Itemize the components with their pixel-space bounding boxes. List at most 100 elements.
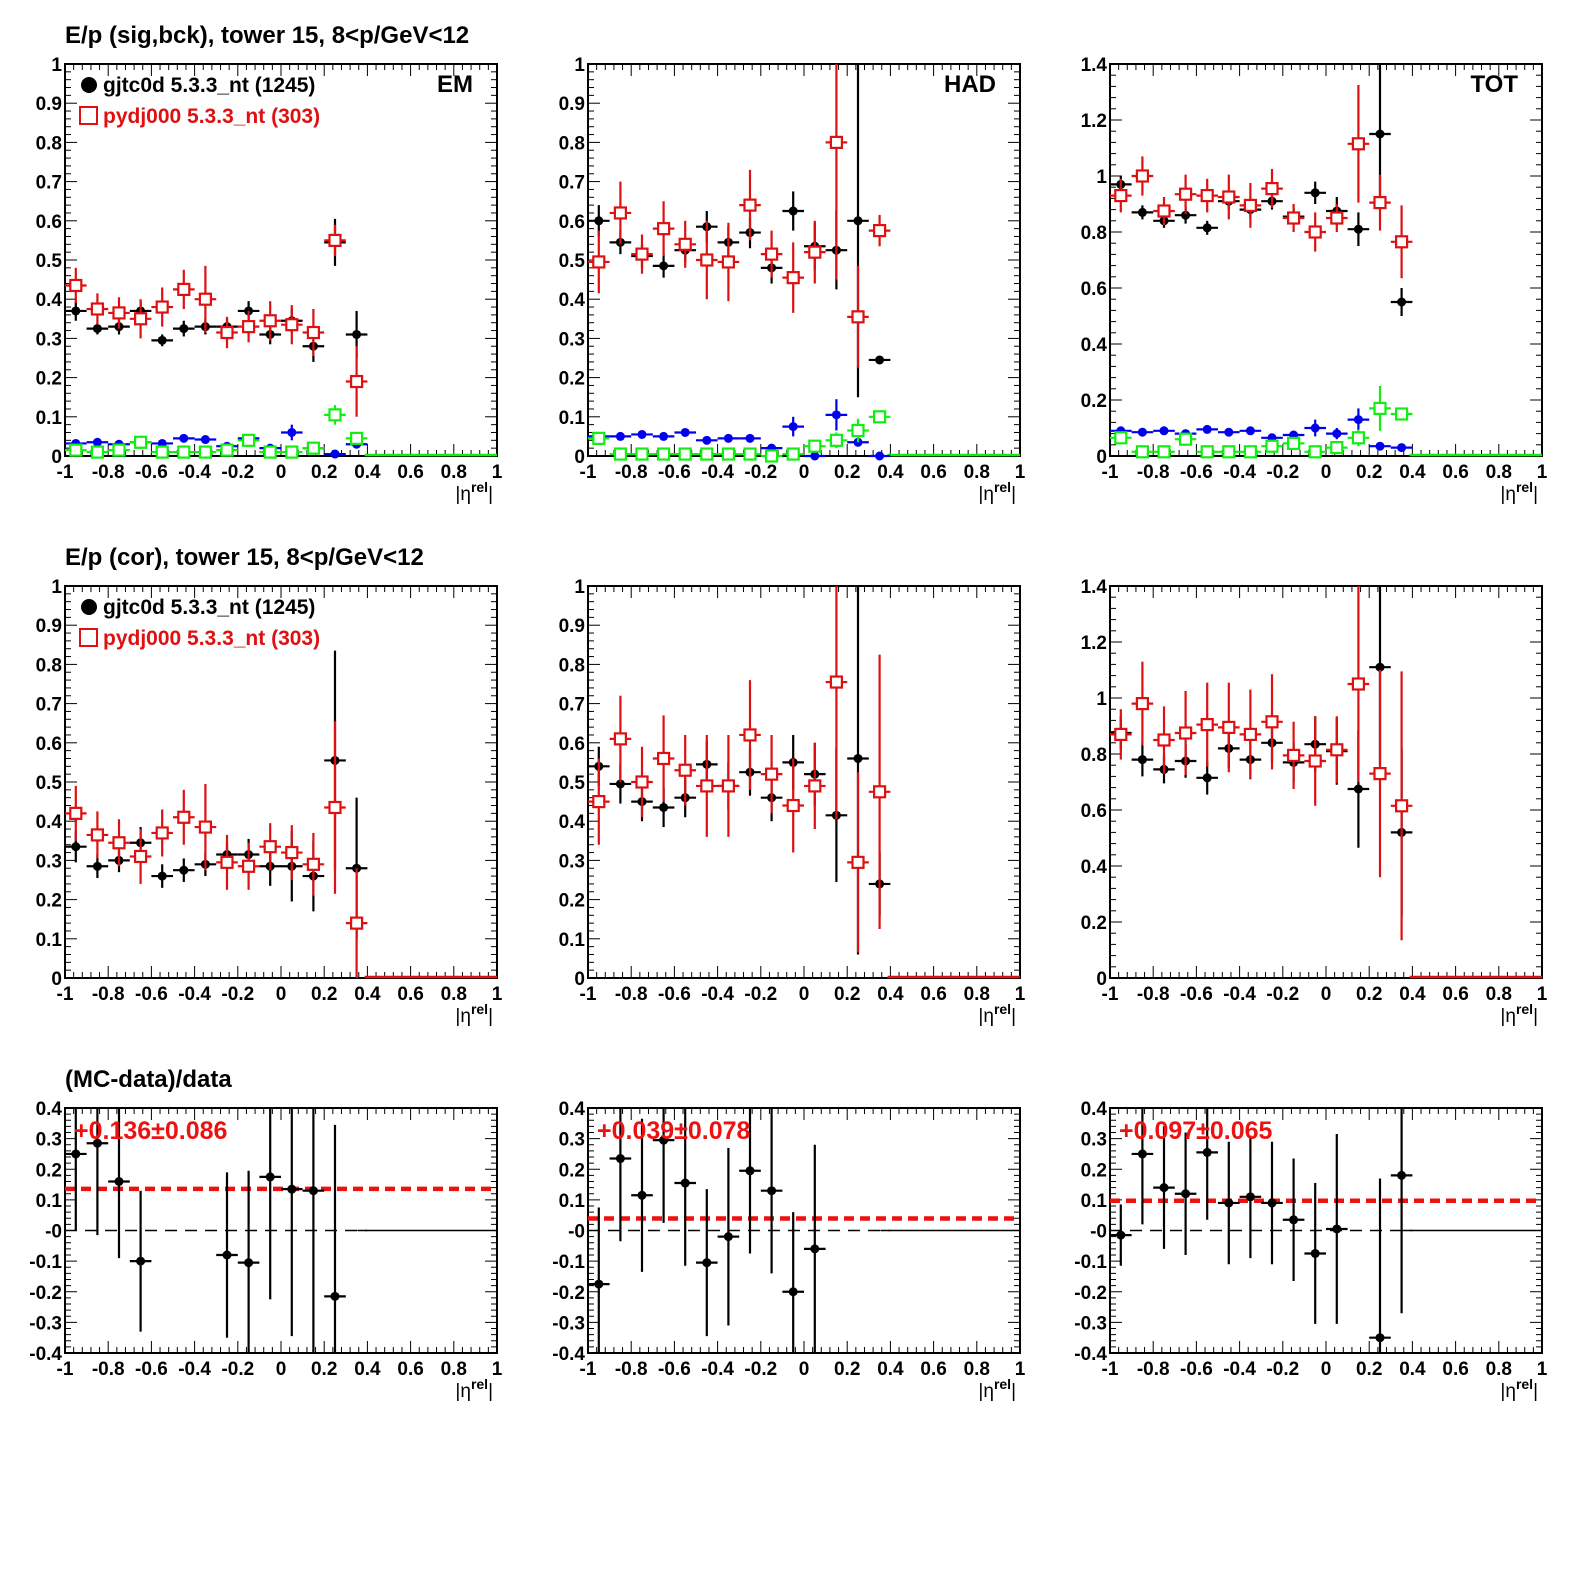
data-point xyxy=(678,447,692,461)
x-tick-label: 0.2 xyxy=(311,984,337,1005)
data-point xyxy=(177,810,191,824)
x-tick-label: 1 xyxy=(1015,462,1026,483)
y-tick-label: 0.7 xyxy=(36,695,62,716)
data-point xyxy=(592,794,606,809)
data-point xyxy=(1353,415,1363,425)
data-point xyxy=(808,779,822,793)
data-point xyxy=(1202,223,1212,233)
data-point xyxy=(1351,431,1366,445)
panel-cor-em: -1 -0.8 -0.6 -0.4 -0.2 0 0.2 0.4 0.6 0.8 1 0 0.1 0.2 0… xyxy=(36,577,503,1027)
y-tick-label: -0.2 xyxy=(552,1283,585,1304)
x-tick-label: -0.8 xyxy=(92,1359,125,1380)
x-tick-label: -0.6 xyxy=(1180,1359,1213,1380)
data-point xyxy=(1135,696,1150,711)
data-point xyxy=(1351,677,1366,691)
y-tick-label: 0.2 xyxy=(1081,1160,1107,1181)
data-point xyxy=(1222,720,1236,735)
x-tick-label: 0.2 xyxy=(834,462,860,483)
data-point xyxy=(71,842,81,852)
x-tick-label: 1 xyxy=(1537,984,1548,1005)
x-tick-label: 1 xyxy=(492,984,503,1005)
data-point xyxy=(1137,427,1147,437)
data-point xyxy=(179,433,189,443)
data-point xyxy=(328,233,342,247)
data-point xyxy=(1200,717,1214,732)
x-tick-label: -0.6 xyxy=(658,1359,691,1380)
panel-sig-had: -1 -0.8 -0.6 -0.4 -0.2 0 0.2 0.4 0.6 0.8 1 0 0.1 0.2 0… xyxy=(559,55,1026,505)
data-point xyxy=(1332,1224,1342,1234)
plot-frame xyxy=(587,63,1021,457)
x-tick-label: -0.8 xyxy=(615,462,648,483)
x-axis-label: |ηrel| xyxy=(455,479,493,505)
data-point xyxy=(220,443,234,457)
x-tick-label: 0.2 xyxy=(311,462,337,483)
y-tick-label: 1 xyxy=(51,577,62,598)
x-tick-label: 0 xyxy=(276,984,287,1005)
data-point xyxy=(198,292,212,306)
data-point xyxy=(1330,211,1344,225)
y-tick-label: 0.6 xyxy=(36,212,62,233)
x-tick-label: 0.8 xyxy=(441,462,467,483)
fit-value-label: +0.097±0.065 xyxy=(1119,1117,1273,1145)
data-point xyxy=(242,859,256,873)
data-point xyxy=(114,1177,124,1186)
data-point xyxy=(764,767,779,781)
data-point xyxy=(220,855,234,869)
data-point xyxy=(1394,799,1409,813)
x-tick-label: 1 xyxy=(492,1359,503,1380)
series-0 xyxy=(588,586,891,955)
data-point xyxy=(1265,182,1279,196)
x-tick-label: -0.4 xyxy=(701,1359,734,1380)
data-point xyxy=(764,449,779,463)
y-tick-label: -0.2 xyxy=(29,1283,62,1304)
x-tick-label: 0.6 xyxy=(1442,1359,1468,1380)
x-axis-label: |ηrel| xyxy=(1500,1001,1538,1027)
y-tick-label: 0.8 xyxy=(1081,223,1107,244)
x-tick-label: 0.8 xyxy=(1486,462,1512,483)
data-point xyxy=(1308,225,1322,239)
data-point xyxy=(829,433,844,447)
data-point xyxy=(680,1178,690,1188)
data-point xyxy=(721,779,736,793)
series-1 xyxy=(1110,586,1413,941)
y-tick-label: 0.1 xyxy=(1081,1191,1108,1212)
x-tick-label: -0.8 xyxy=(92,984,125,1005)
data-point xyxy=(1137,755,1147,765)
y-tick-label: 0.3 xyxy=(36,329,62,350)
x-tick-label: 0.4 xyxy=(354,984,381,1005)
y-tick-label: 0.1 xyxy=(36,930,63,951)
data-point xyxy=(1137,1149,1147,1159)
data-point xyxy=(1245,1192,1255,1202)
y-tick-label: 0.8 xyxy=(36,133,62,154)
x-tick-label: -0.4 xyxy=(1223,984,1256,1005)
data-point xyxy=(328,408,342,422)
data-point xyxy=(788,1287,798,1297)
x-tick-label: 0.8 xyxy=(964,1359,990,1380)
x-tick-label: 0.4 xyxy=(877,1359,904,1380)
y-tick-label: 0.4 xyxy=(36,290,63,311)
x-tick-label: -1 xyxy=(1102,462,1119,483)
x-tick-label: -0.6 xyxy=(1180,462,1213,483)
data-point xyxy=(242,320,256,334)
data-point xyxy=(1394,235,1409,249)
y-tick-label: 0.2 xyxy=(1081,391,1107,412)
y-tick-label: 0.5 xyxy=(36,773,63,794)
series-1 xyxy=(588,64,891,368)
x-tick-label: 0.8 xyxy=(441,1359,467,1380)
x-tick-label: 0.6 xyxy=(397,462,423,483)
data-point xyxy=(1224,1198,1234,1208)
y-tick-label: -0 xyxy=(568,1222,585,1243)
y-tick-label: 1.2 xyxy=(1081,111,1107,132)
x-tick-label: -0.4 xyxy=(1223,462,1256,483)
x-tick-label: -1 xyxy=(580,462,597,483)
y-tick-label: 0.2 xyxy=(559,891,585,912)
legend-marker-data xyxy=(81,599,97,615)
data-point xyxy=(1222,190,1236,204)
data-point xyxy=(635,775,649,789)
x-tick-label: -0.2 xyxy=(221,462,254,483)
data-point xyxy=(222,1250,232,1260)
data-point xyxy=(743,198,757,212)
y-tick-label: 0.6 xyxy=(559,734,585,755)
data-point xyxy=(1308,445,1322,459)
data-point xyxy=(635,247,649,261)
